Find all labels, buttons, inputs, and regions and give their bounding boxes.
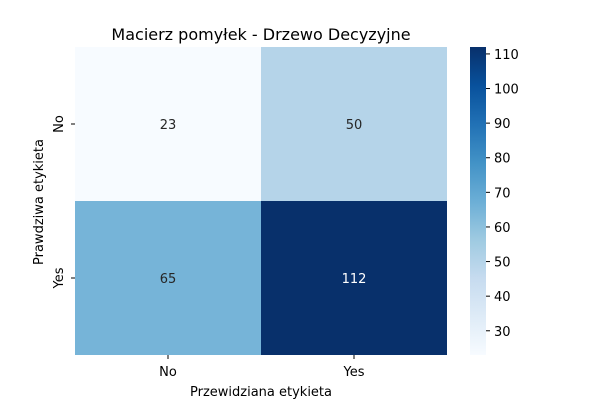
heatmap-cell	[75, 47, 261, 201]
y-tick-label: Yes	[52, 267, 67, 289]
colorbar-tick-label: 30	[494, 325, 511, 340]
colorbar-tick-label: 90	[494, 117, 511, 132]
colorbar-tick-label: 50	[494, 256, 511, 271]
colorbar-tick-label: 80	[494, 152, 511, 167]
x-axis-ticks: No Yes	[159, 355, 365, 380]
colorbar-tick-label: 60	[494, 221, 511, 236]
cell-value-label: 65	[160, 272, 177, 287]
x-tick-label: No	[159, 365, 177, 380]
colorbar-tick-label: 40	[494, 290, 511, 305]
y-axis-label: Prawdziwa etykieta	[32, 139, 47, 265]
heatmap-cell-labels: 23 50 65 112	[160, 118, 367, 287]
cell-value-label: 50	[346, 118, 363, 133]
y-axis-ticks: No Yes	[52, 115, 75, 290]
heatmap-cell	[75, 201, 261, 355]
heatmap-cells	[75, 47, 447, 355]
colorbar-tick-label: 100	[494, 83, 519, 98]
colorbar-tick-label: 70	[494, 186, 511, 201]
colorbar-ticks: 30 40 50 60 70 80 90 100 110	[486, 48, 519, 340]
cell-value-label: 23	[160, 118, 177, 133]
colorbar-tick-label: 110	[494, 48, 519, 63]
cell-value-label: 112	[342, 272, 367, 287]
heatmap-cell	[261, 201, 447, 355]
x-axis-label: Przewidziana etykieta	[190, 385, 332, 400]
y-tick-label: No	[52, 115, 67, 133]
heatmap-cell	[261, 47, 447, 201]
colorbar	[470, 47, 486, 355]
chart-title: Macierz pomyłek - Drzewo Decyzyjne	[111, 25, 410, 44]
x-tick-label: Yes	[343, 365, 365, 380]
